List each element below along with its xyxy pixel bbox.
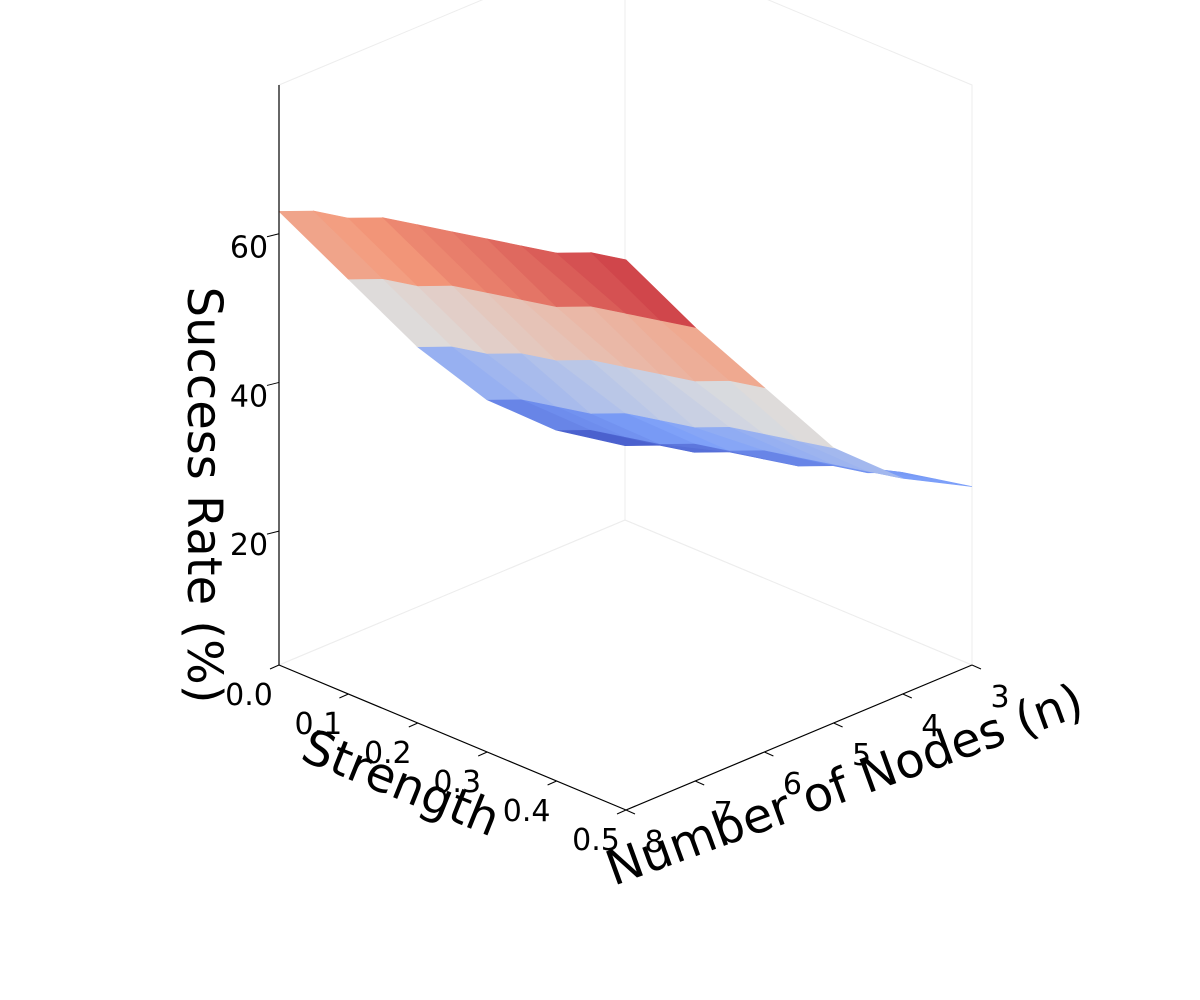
z-tick-label: 60 bbox=[230, 231, 268, 266]
x-tick-mark bbox=[269, 664, 280, 670]
y-tick-label: 3 bbox=[990, 680, 1009, 715]
y-tick-mark bbox=[902, 693, 913, 699]
y-tick-mark bbox=[833, 722, 843, 728]
surface-plot bbox=[278, 210, 973, 487]
x-tick-label: 0.4 bbox=[503, 794, 551, 829]
x-tick-label: 0.0 bbox=[225, 678, 273, 713]
y-tick-mark bbox=[971, 664, 982, 670]
y-tick-mark bbox=[694, 780, 705, 786]
z-tick-mark bbox=[266, 381, 280, 386]
x-tick-mark bbox=[477, 751, 488, 757]
y-tick-label: 6 bbox=[783, 767, 802, 802]
y-axis-title: Number of Nodes (n) bbox=[599, 673, 1091, 898]
x-axis-line bbox=[278, 664, 627, 811]
y-tick-label: 8 bbox=[644, 825, 663, 860]
x-tick-label: 0.5 bbox=[572, 823, 620, 858]
axis-ticks: 0.0 0.1 0.2 0.3 0.4 0.5 3 4 5 6 7 8 20 40 60 bbox=[225, 231, 1009, 860]
y-tick-label: 4 bbox=[921, 709, 940, 744]
z-tick-label: 20 bbox=[230, 528, 268, 563]
x-tick-mark bbox=[339, 693, 349, 699]
axes-frame bbox=[278, 85, 973, 811]
y-tick-label: 7 bbox=[714, 796, 733, 831]
y-axis-line bbox=[625, 664, 973, 811]
z-tick-mark bbox=[266, 233, 280, 238]
x-tick-label: 0.1 bbox=[295, 707, 343, 742]
x-tick-mark bbox=[616, 809, 627, 815]
x-tick-mark bbox=[408, 722, 419, 728]
y-tick-label: 5 bbox=[852, 738, 871, 773]
z-axis-title: Success Rate (%) bbox=[176, 287, 232, 704]
z-tick-mark bbox=[266, 530, 280, 535]
z-tick-label: 40 bbox=[230, 379, 268, 414]
x-tick-label: 0.3 bbox=[433, 765, 481, 800]
y-tick-mark bbox=[625, 809, 636, 815]
x-tick-mark bbox=[547, 780, 557, 786]
y-tick-mark bbox=[764, 751, 774, 757]
x-tick-label: 0.2 bbox=[364, 736, 412, 771]
surface-facet bbox=[590, 252, 697, 328]
